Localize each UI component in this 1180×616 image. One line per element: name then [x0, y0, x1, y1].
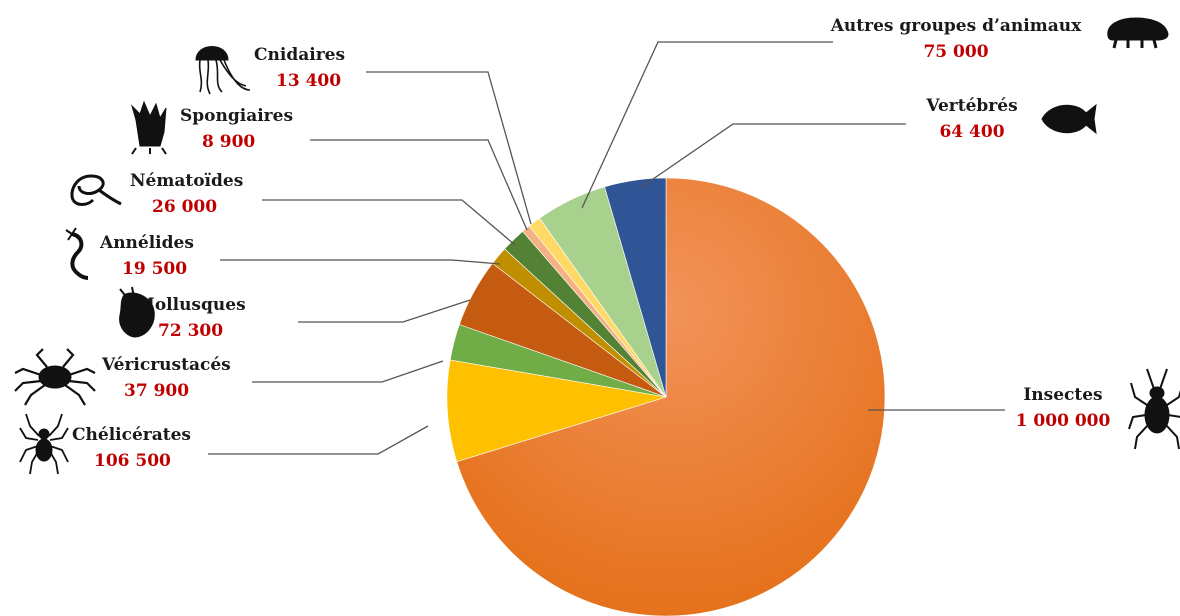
leader-line [220, 260, 500, 264]
slice-value-label: 8 900 [202, 132, 255, 152]
slice-value-label: 75 000 [923, 42, 988, 62]
sponge-icon [132, 102, 166, 154]
slice-name-label: Insectes [1023, 385, 1102, 405]
crab-icon [15, 349, 95, 405]
slice-value-label: 26 000 [152, 197, 217, 217]
slice-value-label: 1 000 000 [1016, 411, 1111, 431]
slice-name-label: Chélicérates [72, 425, 191, 445]
slice-value-label: 106 500 [94, 451, 171, 471]
slice-name-label: Véricrustacés [101, 355, 231, 375]
fish-icon [1042, 105, 1096, 133]
slice-name-label: Vertébrés [925, 96, 1017, 116]
jellyfish-icon [196, 47, 250, 95]
slice-name-label: Spongiaires [180, 106, 293, 126]
nematode-icon [72, 176, 121, 205]
leader-line [298, 300, 470, 322]
slice-name-label: Nématoïdes [130, 171, 243, 191]
beetle-icon [1129, 369, 1180, 449]
slice-name-label: Cnidaires [254, 45, 345, 65]
slice-value-label: 19 500 [122, 259, 187, 279]
spider-icon [20, 414, 68, 474]
worm-icon [66, 228, 88, 278]
leader-line [252, 361, 443, 382]
slice-value-label: 72 300 [158, 321, 223, 341]
slice-value-label: 37 900 [124, 381, 189, 401]
leader-line [366, 72, 531, 224]
leader-line [208, 426, 428, 454]
slice-name-label: Autres groupes d’animaux [830, 16, 1082, 36]
leader-line [262, 200, 515, 245]
slice-value-label: 13 400 [276, 71, 341, 91]
tardigrade-icon [1108, 18, 1168, 48]
slice-name-label: Annélides [99, 233, 194, 253]
leader-line [310, 140, 527, 230]
slice-value-label: 64 400 [939, 122, 1004, 142]
